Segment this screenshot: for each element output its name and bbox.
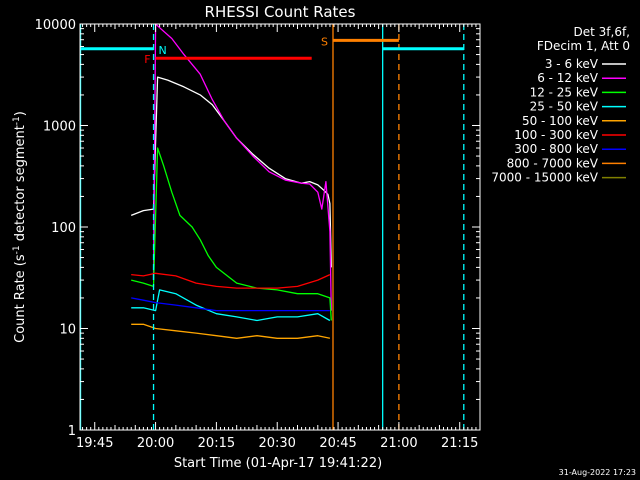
x-tick-label: 19:45 bbox=[76, 436, 113, 451]
annotation-bar-label: S bbox=[321, 35, 328, 48]
y-tick-label: 100 bbox=[51, 221, 76, 236]
x-tick-label: 21:00 bbox=[380, 436, 417, 451]
series-layer bbox=[130, 23, 332, 339]
chart-title: RHESSI Count Rates bbox=[205, 3, 356, 21]
x-axis-label: Start Time (01-Apr-17 19:41:22) bbox=[174, 456, 382, 471]
y-tick-label: 10000 bbox=[35, 18, 76, 33]
legend-header-line: Det 3f,6f, bbox=[574, 25, 631, 39]
y-axis-label-part: ) bbox=[13, 111, 28, 116]
y-axis-label: Count Rate (s-1 detector segment-1) bbox=[12, 111, 28, 343]
legend-header-line: FDecim 1, Att 0 bbox=[537, 39, 630, 53]
axes-layer: 10000 1000 100 10 119:45 20:00 20:15 20:30 20:45… bbox=[35, 18, 480, 451]
legend-label: 12 - 25 keV bbox=[530, 85, 599, 99]
legend-label: 100 - 300 keV bbox=[514, 128, 598, 142]
legend-label: 300 - 800 keV bbox=[514, 142, 598, 156]
y-tick-label: 10 bbox=[59, 323, 76, 338]
y-axis-label-part: Count Rate (s bbox=[13, 254, 28, 343]
legend-label: 7000 - 15000 keV bbox=[491, 171, 598, 185]
y-tick-label: 1 bbox=[68, 424, 76, 439]
y-axis-label-part: detector segment bbox=[13, 125, 28, 245]
annotation-layer: NF S bbox=[79, 24, 465, 430]
legend-label: 6 - 12 keV bbox=[537, 71, 599, 85]
x-tick-label: 21:15 bbox=[441, 436, 478, 451]
x-tick-label: 20:45 bbox=[319, 436, 356, 451]
annotation-bar-label: N bbox=[159, 44, 167, 57]
series-line bbox=[131, 147, 332, 321]
y-tick-label: 1000 bbox=[43, 120, 76, 135]
series-line bbox=[131, 297, 330, 312]
legend-label: 800 - 7000 keV bbox=[507, 156, 599, 170]
series-line bbox=[131, 272, 331, 289]
series-line bbox=[131, 289, 331, 322]
legend-label: 25 - 50 keV bbox=[530, 100, 599, 114]
y-axis-label-superscript: -1 bbox=[12, 245, 22, 254]
series-line bbox=[152, 23, 332, 311]
x-tick-label: 20:30 bbox=[258, 436, 295, 451]
annotation-bar-label: F bbox=[144, 53, 150, 66]
y-axis-label-superscript: -1 bbox=[12, 116, 22, 125]
legend-label: 3 - 6 keV bbox=[545, 57, 599, 71]
legend-label: 50 - 100 keV bbox=[522, 114, 599, 128]
x-tick-label: 20:15 bbox=[198, 436, 235, 451]
x-tick-label: 20:00 bbox=[137, 436, 174, 451]
footer-timestamp: 31-Aug-2022 17:23 bbox=[559, 468, 636, 477]
